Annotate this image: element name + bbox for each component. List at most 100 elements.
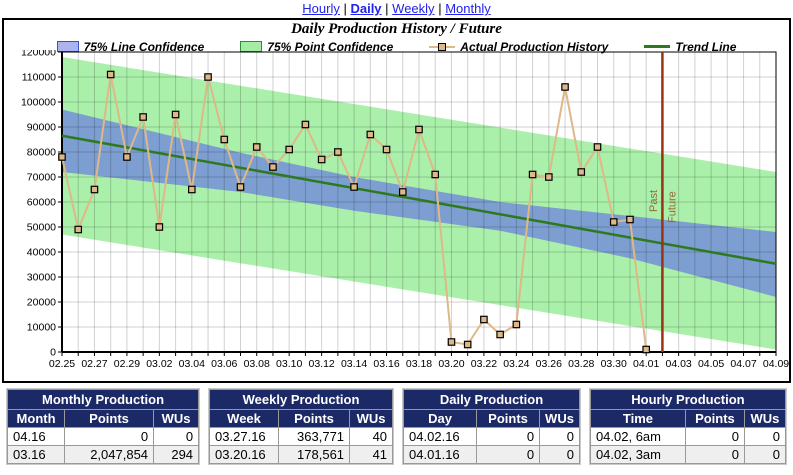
y-tick-label: 0 [50,347,56,359]
period-cell: 03.16 [8,446,65,463]
x-tick-label: 04.09 [763,358,789,370]
points-cell: 2,047,854 [65,446,154,463]
data-point-marker [155,223,164,231]
column-header: Points [279,410,350,427]
x-tick-label: 03.02 [146,358,172,370]
y-tick-label: 10000 [27,322,56,334]
x-tick-label: 03.14 [341,358,367,370]
column-header: WUs [744,410,785,427]
nav-separator: | [385,1,393,16]
table-row: 04.01.16 0 0 [404,446,579,463]
data-point-marker [561,83,569,91]
period-cell: 03.27.16 [210,428,279,445]
table-title: Daily Production [404,390,579,409]
points-cell: 0 [65,428,154,445]
column-header: Time [590,410,685,427]
data-point-marker [626,215,634,224]
points-cell: 0 [685,446,744,463]
table-row: 04.02, 3am 0 0 [590,446,785,463]
monthly-production-table: Monthly Production Month Points WUs 04.16 0… [6,388,201,465]
table-row: 03.27.16 363,771 40 [210,428,393,445]
x-tick-label: 02.27 [81,358,107,370]
data-point-marker [58,153,66,161]
data-point-marker [74,225,83,234]
wus-cell: 41 [350,446,393,463]
data-point-marker [577,168,586,176]
nav-link-monthly[interactable]: Monthly [445,1,491,16]
legend-label: Actual Production History [460,39,609,54]
period-cell: 04.01.16 [404,446,477,463]
trend-line [61,134,777,265]
table-row: 04.02.16 0 0 [404,428,579,445]
data-point-marker [463,340,472,349]
table-title: Hourly Production [590,390,785,409]
table-header-row: Month Points WUs [8,410,199,427]
x-tick-label: 03.24 [503,358,529,370]
y-tick-label: 40000 [27,247,56,259]
data-point-marker [317,155,326,164]
wus-cell: 0 [540,446,579,463]
nav-link-hourly[interactable]: Hourly [302,1,340,16]
data-point-marker [285,145,293,154]
data-point-marker [123,153,131,161]
points-cell: 363,771 [279,428,350,445]
series-marker-sample-icon [429,42,456,51]
data-point-marker [447,338,456,346]
wus-cell: 0 [744,446,785,463]
y-tick-label: 80000 [27,147,56,159]
data-point-marker [269,163,277,171]
nav-separator: | [343,1,351,16]
x-tick-label: 03.08 [244,358,270,370]
x-tick-label: 04.05 [698,358,724,370]
x-tick-label: 04.01 [633,358,659,370]
column-header: WUs [350,410,393,427]
future-label: Future [666,191,678,223]
y-tick-label: 30000 [27,272,56,284]
x-tick-label: 03.16 [373,358,399,370]
legend-item-actual-production: Actual Production History [429,40,608,54]
column-header: Points [65,410,154,427]
table-header-row: Day Points WUs [404,410,579,427]
column-header: Month [8,410,65,427]
wus-cell: 294 [154,446,199,463]
data-point-marker [545,173,553,181]
points-cell: 0 [685,428,744,445]
chart-panel: Daily Production History / Future 75% Li… [2,18,791,383]
data-point-marker [593,143,602,151]
column-header: Points [477,410,540,427]
x-tick-label: 04.07 [730,358,756,370]
y-tick-label: 50000 [27,222,56,234]
trend-line-sample-icon [644,45,671,48]
data-point-marker [90,185,99,194]
data-point-marker [350,183,358,191]
table-row: 03.20.16 178,561 41 [210,446,393,463]
data-point-marker [512,320,521,329]
x-tick-label: 03.30 [601,358,627,370]
data-point-marker [480,315,488,324]
x-tick-label: 04.03 [665,358,691,370]
x-tick-label: 03.26 [536,358,562,370]
x-tick-label: 02.29 [114,358,140,370]
data-point-marker [236,183,245,191]
nav-link-weekly[interactable]: Weekly [392,1,435,16]
table-row: 03.16 2,047,854 294 [8,446,199,463]
period-cell: 04.02, 3am [590,446,685,463]
data-point-marker [382,145,391,154]
legend-label: 75% Point Confidence [267,39,394,54]
production-chart: Past Future 02.25 02.27 02.29 03.02 03.04 03.06… [21,50,789,370]
data-point-marker [431,170,440,179]
x-tick-label: 03.28 [568,358,594,370]
data-point-marker [106,70,115,79]
table-body: 04.02.16 0 0 04.01.16 0 0 [404,428,579,463]
legend-label: 75% Line Confidence [83,39,205,54]
x-tick-label: 03.04 [179,358,205,370]
column-header: Points [685,410,744,427]
data-point-marker [528,170,537,179]
chart-title: Daily Production History / Future [291,21,502,37]
data-point-marker [398,188,407,196]
data-point-marker [204,73,212,81]
column-header: Week [210,410,279,427]
nav-link-daily[interactable]: Daily [350,1,382,16]
data-point-marker [171,110,180,119]
table-title: Weekly Production [210,390,393,409]
